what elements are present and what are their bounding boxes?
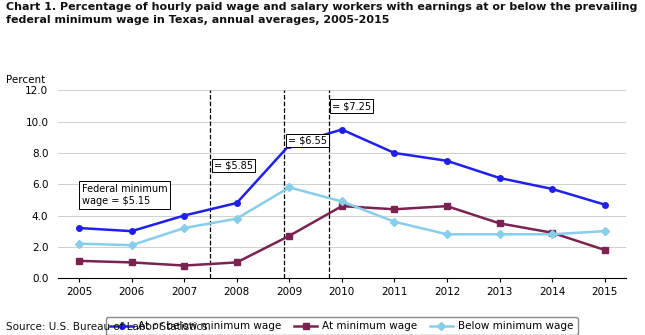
Text: = $5.85: = $5.85 (214, 160, 253, 171)
Legend: At or below minimum wage, At minimum wage, Below minimum wage: At or below minimum wage, At minimum wag… (106, 317, 577, 335)
Text: = $6.55: = $6.55 (288, 135, 327, 145)
Text: Chart 1. Percentage of hourly paid wage and salary workers with earnings at or b: Chart 1. Percentage of hourly paid wage … (6, 2, 638, 25)
Text: Source: U.S. Bureau of Labor Statistics.: Source: U.S. Bureau of Labor Statistics. (6, 322, 212, 332)
Text: Federal minimum
wage = $5.15: Federal minimum wage = $5.15 (82, 184, 167, 206)
Text: Percent: Percent (6, 75, 46, 85)
Text: = $7.25: = $7.25 (332, 101, 372, 111)
